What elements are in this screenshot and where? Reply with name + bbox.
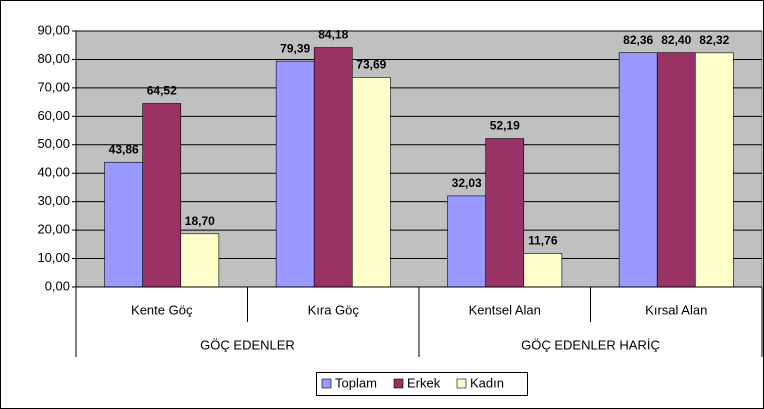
bar [447,195,487,288]
legend-label: Kadın [470,375,504,390]
y-tick-label: 90,00 [37,22,70,37]
bar [485,138,525,288]
value-label: 52,19 [490,119,520,133]
y-tick-label: 50,00 [37,136,70,151]
bar [618,52,658,288]
value-label: 82,40 [661,33,691,47]
bar [523,253,563,288]
y-tick-label: 60,00 [37,108,70,123]
bar [142,103,182,288]
legend-label: Erkek [407,375,441,390]
bar [351,77,391,288]
group-label: GÖÇ EDENLER HARİÇ [521,337,660,352]
value-label: 43,86 [109,142,139,156]
bar [104,161,144,288]
bar [180,233,220,288]
value-label: 32,03 [452,176,482,190]
y-tick-label: 40,00 [37,165,70,180]
x-tick-label: Kıra Göç [308,302,360,317]
y-tick-label: 70,00 [37,79,70,94]
bar [313,47,353,288]
value-label: 82,32 [699,33,729,47]
x-tick-label: Kente Göç [131,302,193,317]
value-label: 82,36 [623,33,653,47]
value-label: 79,39 [280,41,310,55]
legend-label: Toplam [335,375,377,390]
bar [656,52,696,288]
value-label: 73,69 [356,58,386,72]
group-label: GÖÇ EDENLER [200,337,295,352]
value-label: 64,52 [147,84,177,98]
x-tick-label: Kırsal Alan [645,302,707,317]
y-tick-label: 0,00 [45,278,70,293]
legend-box [316,372,528,396]
bar [694,52,734,288]
legend-swatch [456,378,467,389]
legend-swatch [321,378,332,389]
value-label: 84,18 [318,28,348,42]
y-tick-label: 20,00 [37,222,70,237]
y-tick-label: 80,00 [37,51,70,66]
value-label: 11,76 [528,234,558,248]
value-label: 18,70 [185,214,215,228]
y-tick-label: 30,00 [37,193,70,208]
legend-swatch [393,378,404,389]
y-tick-label: 10,00 [37,250,70,265]
bar [275,60,315,288]
x-tick-label: Kentsel Alan [469,302,541,317]
